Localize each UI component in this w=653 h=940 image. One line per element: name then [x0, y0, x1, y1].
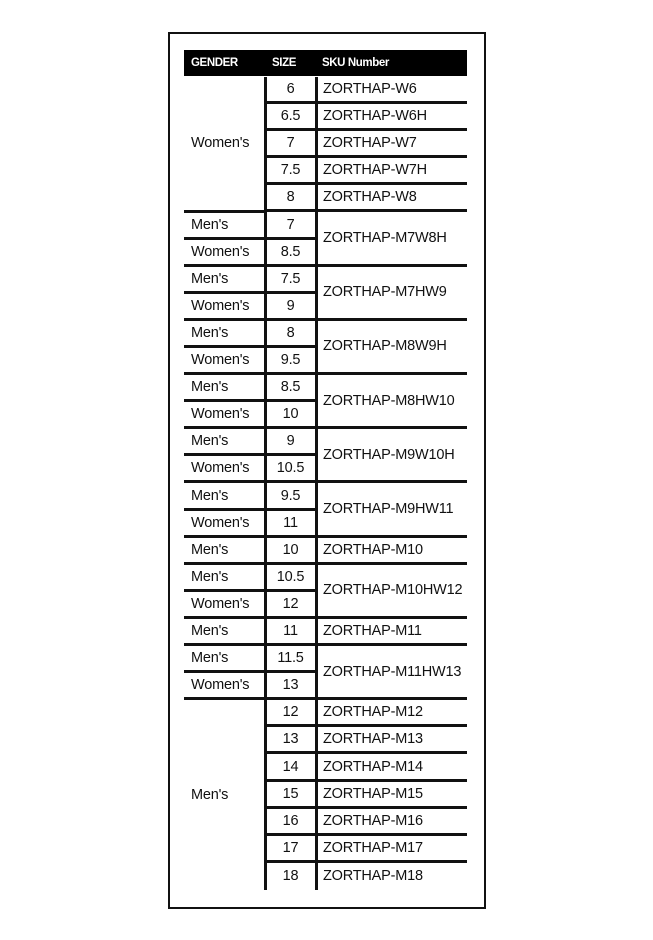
size-cell: 14 — [265, 755, 316, 782]
size-cell: 11.5 — [265, 646, 316, 674]
gender-cell: Men's — [184, 646, 265, 674]
size-cell: 8.5 — [265, 375, 316, 403]
gender-cell: Men's — [184, 484, 265, 511]
gender-cell: Women's — [184, 348, 265, 376]
size-cell: 13 — [265, 727, 316, 755]
sku-cell: ZORTHAP-W7H — [316, 158, 467, 186]
table-header: GENDER SIZE SKU Number — [184, 50, 467, 76]
size-cell: 10.5 — [265, 565, 316, 592]
column-divider — [315, 77, 318, 890]
size-cell: 10 — [265, 538, 316, 565]
sku-cell: ZORTHAP-M16 — [316, 809, 467, 836]
gender-cell: Men's — [184, 565, 265, 592]
size-cell: 9 — [265, 429, 316, 457]
table-frame — [168, 32, 486, 909]
gender-cell: Men's — [191, 787, 229, 804]
size-cell: 11 — [265, 511, 316, 538]
gender-cell: Women's — [184, 673, 265, 701]
gender-cell: Women's — [184, 294, 265, 321]
gender-cell: Women's — [184, 511, 265, 538]
size-cell: 7 — [265, 213, 316, 240]
sku-cell: ZORTHAP-M13 — [316, 727, 467, 755]
size-cell: 9.5 — [265, 348, 316, 376]
header-sku: SKU Number — [322, 57, 389, 69]
sku-cell: ZORTHAP-M15 — [316, 782, 467, 809]
sku-cell: ZORTHAP-M12 — [316, 700, 467, 728]
size-cell: 12 — [265, 592, 316, 619]
size-cell: 17 — [265, 836, 316, 863]
gender-cell: Men's — [184, 267, 265, 294]
header-size: SIZE — [272, 57, 296, 69]
gender-cell: Men's — [184, 429, 265, 457]
size-cell: 8.5 — [265, 240, 316, 267]
size-cell: 7.5 — [265, 158, 316, 186]
sku-cell: ZORTHAP-M8W9H — [316, 321, 467, 376]
sku-cell: ZORTHAP-M18 — [323, 868, 423, 885]
size-cell: 10 — [265, 402, 316, 430]
sku-cell: ZORTHAP-M10 — [316, 538, 467, 565]
sku-cell: ZORTHAP-M7W8H — [316, 213, 467, 267]
gender-cell: Women's — [184, 592, 265, 619]
sku-cell: ZORTHAP-M10HW12 — [316, 565, 467, 619]
sku-cell: ZORTHAP-W7 — [316, 131, 467, 159]
sku-cell: ZORTHAP-W6 — [316, 77, 467, 105]
size-cell: 16 — [265, 809, 316, 836]
size-cell: 10.5 — [265, 456, 316, 484]
sku-cell: ZORTHAP-M17 — [316, 836, 467, 863]
size-cell: 9 — [265, 294, 316, 321]
size-cell: 9.5 — [265, 484, 316, 511]
sku-cell: ZORTHAP-M7HW9 — [316, 267, 467, 321]
sku-cell: ZORTHAP-M9HW11 — [316, 484, 467, 538]
size-cell: 8 — [265, 185, 316, 213]
size-cell: 12 — [265, 700, 316, 728]
gender-cell: Women's — [184, 456, 265, 484]
size-cell: 7.5 — [265, 267, 316, 294]
size-cell: 11 — [265, 619, 316, 647]
size-cell: 7 — [265, 131, 316, 159]
sku-cell: ZORTHAP-M8HW10 — [316, 375, 467, 430]
column-divider — [264, 77, 267, 890]
sku-cell: ZORTHAP-M11HW13 — [316, 646, 467, 701]
size-cell: 8 — [265, 321, 316, 348]
sku-cell: ZORTHAP-M9W10H — [316, 429, 467, 484]
gender-cell: Men's — [184, 321, 265, 348]
gender-cell: Women's — [184, 77, 265, 213]
header-gender: GENDER — [191, 57, 238, 69]
sku-cell: ZORTHAP-W6H — [316, 104, 467, 132]
sku-cell: ZORTHAP-M11 — [316, 619, 467, 647]
gender-cell: Men's — [184, 213, 265, 240]
size-cell: 18 — [282, 868, 299, 885]
size-cell: 15 — [265, 782, 316, 809]
size-cell: 6.5 — [265, 104, 316, 132]
gender-cell: Women's — [184, 240, 265, 267]
gender-cell: Women's — [184, 402, 265, 430]
sku-cell: ZORTHAP-M14 — [316, 755, 467, 782]
gender-cell: Men's — [184, 375, 265, 403]
gender-cell: Men's — [184, 538, 265, 565]
sku-cell: ZORTHAP-W8 — [316, 185, 467, 213]
gender-cell: Men's — [184, 619, 265, 647]
size-cell: 13 — [265, 673, 316, 701]
size-cell: 6 — [265, 77, 316, 105]
